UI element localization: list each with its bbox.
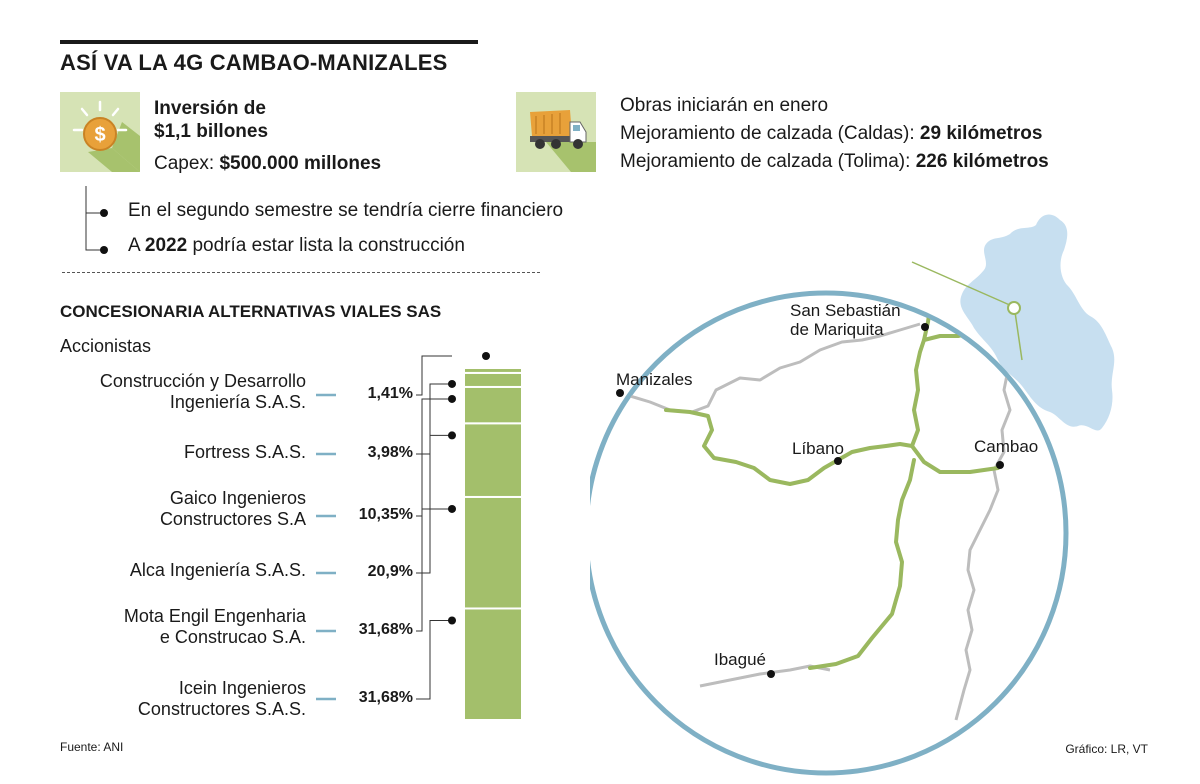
capex-value: $500.000 millones	[219, 153, 382, 174]
capex-text: Capex: $500.000 millones	[154, 153, 381, 175]
investment-line2: $1,1 billones	[154, 121, 269, 142]
project-road	[664, 318, 992, 486]
dump-truck-icon	[516, 92, 596, 172]
shareholder-name-3: Gaico Ingenieros Constructores S.A	[160, 488, 306, 530]
share-label-1: 1,41%	[367, 385, 413, 402]
works-text: Obras iniciarán en enero Mejoramiento de…	[620, 92, 1049, 176]
bar-segment-6	[463, 607, 523, 721]
leader-dot-5	[448, 504, 456, 513]
title-rule	[60, 40, 478, 44]
bar-leader-lines	[416, 352, 490, 700]
map-pointer-line-2	[1014, 311, 1023, 361]
shareholders-subtitle: Accionistas	[60, 336, 152, 356]
share-label-5: 31,68%	[358, 621, 413, 638]
shareholder-name-6-line2: Constructores S.A.S.	[137, 699, 306, 719]
project-road-branch-ibague	[808, 458, 916, 670]
concession-title: CONCESIONARIA ALTERNATIVAS VIALES SAS	[60, 302, 442, 321]
share-label-3: 10,35%	[358, 506, 413, 523]
leader-line-4	[416, 434, 452, 574]
works-caldas-label: Mejoramiento de calzada (Caldas):	[620, 123, 920, 144]
dollar-coin-icon: $	[60, 92, 140, 172]
route-map: San Sebastián de Mariquita Manizales Líb…	[590, 214, 1115, 776]
shareholder-name-3-line2: Constructores S.A	[159, 509, 306, 529]
city-label-ibague: Ibagué	[714, 650, 766, 669]
credit-note: Gráfico: LR, VT	[1065, 742, 1148, 756]
svg-text:$: $	[94, 124, 105, 146]
city-label-mariquita-1: San Sebastián	[790, 301, 901, 320]
bar-accent-ticks	[316, 393, 336, 701]
investment-heading: Inversión de $1,1 billones	[154, 97, 268, 143]
works-tolima: Mejoramiento de calzada (Tolima): 226 ki…	[620, 148, 1049, 176]
shareholder-name-1-line1: Construcción y Desarrollo	[99, 371, 306, 391]
city-label-mariquita-2: de Mariquita	[790, 320, 884, 339]
leader-line-6	[416, 619, 452, 700]
investment-line1: Inversión de	[154, 98, 266, 119]
works-line1: Obras iniciarán en enero	[620, 95, 829, 116]
leader-dot-3	[448, 394, 456, 403]
bullet-construction-post: podría estar lista la construcción	[187, 235, 465, 256]
city-label-libano: Líbano	[792, 439, 844, 458]
leader-dot-2	[448, 379, 456, 388]
grey-road-2	[954, 349, 1022, 721]
page-title: ASÍ VA LA 4G CAMBAO-MANIZALES	[60, 50, 448, 75]
city-dot-libano	[834, 457, 842, 465]
bar-segment-4	[463, 422, 523, 498]
bar-segment-5	[463, 495, 523, 610]
city-dot-manizales	[616, 389, 624, 397]
leader-dot-6	[448, 616, 456, 625]
map-circle	[590, 290, 1069, 776]
section-divider	[62, 272, 540, 273]
works-caldas: Mejoramiento de calzada (Caldas): 29 kil…	[620, 120, 1049, 148]
shareholder-name-2-line1: Fortress S.A.S.	[183, 442, 306, 462]
leader-line-1	[416, 355, 452, 396]
bullet-construction: A 2022 podría estar lista la construcció…	[128, 235, 465, 257]
shareholder-name-6-line1: Icein Ingenieros	[178, 678, 306, 698]
bullet-construction-pre: A	[128, 235, 145, 256]
city-dot-mariquita	[921, 323, 929, 331]
bar-segment-3	[463, 385, 523, 425]
project-road-branch-cambao	[910, 444, 1000, 474]
shareholder-name-1-line2: Ingeniería S.A.S.	[169, 392, 306, 412]
shareholder-name-4: Alca Ingeniería S.A.S.	[130, 560, 306, 581]
source-note: Fuente: ANI	[60, 740, 124, 754]
shareholder-name-1: Construcción y Desarrollo Ingeniería S.A…	[100, 371, 306, 413]
leader-dot-4	[448, 431, 456, 440]
shareholder-name-6: Icein Ingenieros Constructores S.A.S.	[138, 678, 306, 720]
shareholder-name-4-line1: Alca Ingeniería S.A.S.	[129, 560, 306, 580]
leader-line-2	[416, 383, 452, 455]
city-dot-cambao	[996, 461, 1004, 469]
leader-line-5	[416, 508, 452, 632]
bar-segment-2	[463, 371, 523, 388]
bullet-connector	[85, 186, 108, 254]
works-caldas-value: 29 kilómetros	[919, 123, 1043, 144]
city-label-cambao: Cambao	[974, 437, 1038, 456]
bullet-financial-close: En el segundo semestre se tendría cierre…	[128, 200, 564, 221]
city-label-manizales: Manizales	[616, 370, 693, 389]
works-tolima-value: 226 kilómetros	[915, 151, 1049, 172]
map-pointer-dot	[1007, 301, 1021, 315]
leader-line-3	[416, 398, 452, 517]
works-tolima-label: Mejoramiento de calzada (Tolima):	[620, 151, 916, 172]
city-dot-ibague	[767, 670, 775, 678]
share-label-4: 20,9%	[367, 563, 413, 580]
shareholder-name-3-line1: Gaico Ingenieros	[169, 488, 306, 508]
shareholder-name-5-line2: e Construcao S.A.	[159, 627, 306, 647]
country-shape	[960, 214, 1115, 431]
bullet-construction-year: 2022	[144, 235, 188, 256]
leader-dot-1	[482, 352, 490, 360]
share-label-6: 31,68%	[358, 689, 413, 706]
share-label-2: 3,98%	[367, 444, 413, 461]
capex-label: Capex:	[154, 153, 220, 174]
bar-segments	[463, 367, 523, 721]
map-pointer-line-1	[911, 261, 1013, 307]
shareholder-name-5-line1: Mota Engil Engenharia	[123, 606, 306, 626]
shareholders-stacked-bar	[316, 352, 523, 721]
shareholder-name-2: Fortress S.A.S.	[184, 442, 306, 463]
shareholder-name-5: Mota Engil Engenharia e Construcao S.A.	[124, 606, 306, 648]
